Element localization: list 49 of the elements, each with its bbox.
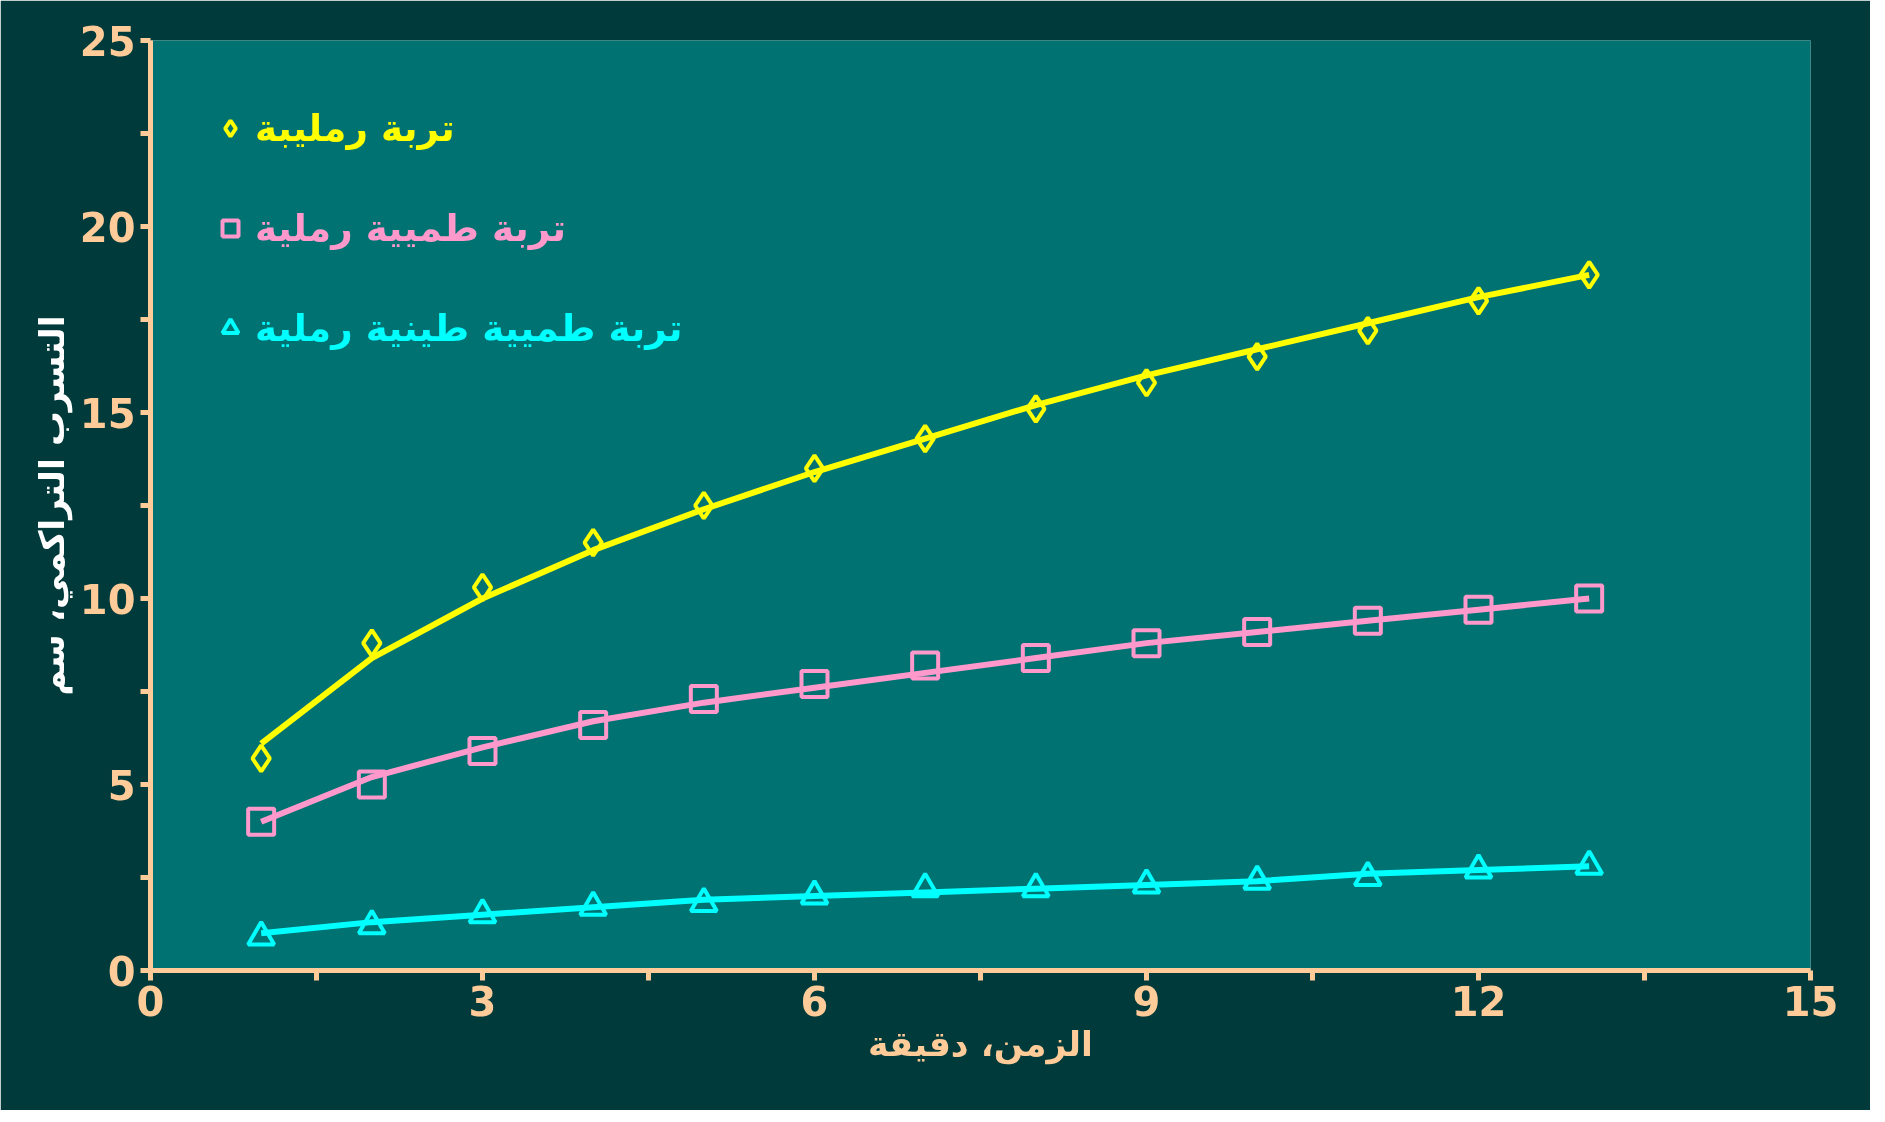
point [1242, 616, 1273, 647]
point [361, 628, 383, 659]
point [910, 871, 941, 899]
point [1463, 594, 1494, 625]
point [914, 423, 936, 454]
point [693, 490, 715, 521]
point [688, 683, 719, 714]
point [1357, 315, 1379, 346]
point [1020, 643, 1051, 674]
point [582, 527, 604, 558]
point [799, 879, 830, 906]
y-tick-label: 25 [79, 18, 136, 65]
point [799, 669, 830, 700]
point [1131, 628, 1162, 659]
x-axis-title: الزمن، دقيقة [868, 1023, 1093, 1065]
point [1242, 864, 1273, 891]
x-tick-label: 0 [136, 978, 165, 1025]
point [803, 453, 826, 484]
x-tick-label: 12 [1450, 978, 1507, 1025]
y-tick-label: 15 [79, 390, 136, 437]
y-tick-label: 20 [79, 204, 136, 251]
point [578, 890, 609, 917]
point [246, 920, 277, 947]
legend-label: تربة طميية طينية رملية [255, 306, 683, 350]
point [1574, 849, 1605, 876]
y-axis-title: التسرب التراكمي، سم [31, 315, 73, 696]
point [1352, 605, 1383, 636]
point [688, 886, 719, 914]
x-tick-label: 9 [1132, 978, 1161, 1025]
x-tick-label: 15 [1782, 978, 1839, 1025]
y-tick-label: 10 [79, 576, 136, 623]
point [578, 709, 609, 740]
point [356, 908, 387, 936]
point [1020, 871, 1051, 899]
point [1131, 867, 1162, 895]
point [467, 897, 498, 925]
y-tick-label: 0 [107, 948, 136, 995]
point [1574, 583, 1605, 614]
legend-label: تربة رمليبة [255, 106, 455, 150]
point [1135, 367, 1158, 398]
x-tick-label: 3 [468, 978, 497, 1025]
y-tick-label: 5 [107, 762, 136, 809]
point [910, 650, 941, 681]
point [1352, 860, 1383, 888]
point [1025, 393, 1047, 424]
point [1246, 341, 1268, 372]
point [1463, 853, 1494, 880]
x-tick-label: 6 [800, 978, 829, 1025]
legend-label: تربة طميية رملية [255, 206, 566, 250]
